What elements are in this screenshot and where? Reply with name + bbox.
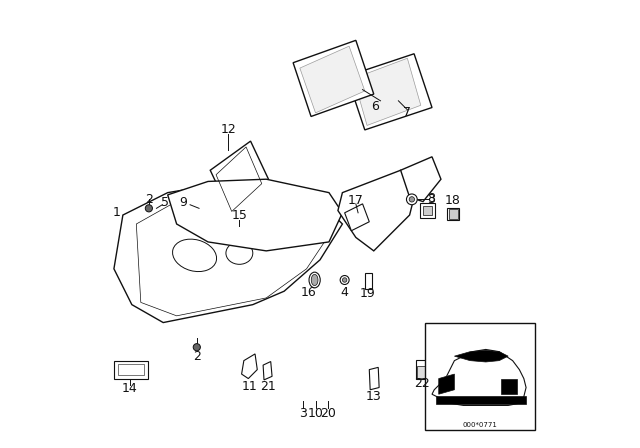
Polygon shape <box>432 349 526 405</box>
Polygon shape <box>114 188 342 323</box>
Polygon shape <box>338 170 419 251</box>
Circle shape <box>342 278 347 282</box>
Polygon shape <box>365 273 371 289</box>
Text: 2: 2 <box>193 349 201 363</box>
Text: 6: 6 <box>371 100 379 113</box>
Polygon shape <box>454 350 508 362</box>
Text: 000*0771: 000*0771 <box>463 422 497 428</box>
FancyBboxPatch shape <box>422 206 433 215</box>
FancyBboxPatch shape <box>420 203 435 218</box>
Polygon shape <box>345 204 369 231</box>
Ellipse shape <box>309 272 320 288</box>
FancyBboxPatch shape <box>447 208 460 220</box>
Bar <box>425 323 535 430</box>
Polygon shape <box>242 354 257 379</box>
Text: 15: 15 <box>232 209 247 223</box>
Polygon shape <box>436 396 526 404</box>
Text: 4: 4 <box>340 285 349 299</box>
Polygon shape <box>168 179 342 251</box>
Polygon shape <box>114 361 148 379</box>
Circle shape <box>145 205 152 212</box>
Circle shape <box>340 276 349 284</box>
Text: 9: 9 <box>179 196 188 209</box>
Text: 10: 10 <box>308 406 323 420</box>
Polygon shape <box>353 58 421 125</box>
Ellipse shape <box>226 242 253 264</box>
Text: 14: 14 <box>122 382 138 396</box>
Polygon shape <box>300 46 365 113</box>
Polygon shape <box>369 367 379 390</box>
Polygon shape <box>293 40 374 116</box>
Text: 7: 7 <box>403 106 412 120</box>
Polygon shape <box>210 141 269 208</box>
Text: 11: 11 <box>241 379 257 393</box>
Text: 19: 19 <box>360 287 376 300</box>
Text: 20: 20 <box>319 406 335 420</box>
Polygon shape <box>401 157 441 202</box>
Polygon shape <box>347 54 432 130</box>
Text: 3: 3 <box>427 193 435 206</box>
Polygon shape <box>502 379 517 394</box>
Circle shape <box>406 194 417 205</box>
Text: 12: 12 <box>220 123 236 137</box>
Text: 5: 5 <box>161 196 170 209</box>
Circle shape <box>193 344 200 351</box>
Ellipse shape <box>173 239 216 271</box>
Ellipse shape <box>311 274 318 286</box>
Text: 22: 22 <box>414 377 430 391</box>
Text: 3: 3 <box>300 406 307 420</box>
Text: 13: 13 <box>366 390 381 403</box>
Text: 8: 8 <box>427 191 435 205</box>
Polygon shape <box>439 374 454 394</box>
Text: 21: 21 <box>260 379 275 393</box>
Text: 1: 1 <box>112 206 120 220</box>
Circle shape <box>409 197 415 202</box>
FancyBboxPatch shape <box>416 360 428 379</box>
FancyBboxPatch shape <box>417 366 427 378</box>
Polygon shape <box>263 362 272 380</box>
Text: 17: 17 <box>348 194 364 207</box>
Text: 16: 16 <box>301 285 317 299</box>
FancyBboxPatch shape <box>449 209 458 219</box>
Text: 2: 2 <box>145 193 153 206</box>
Text: 18: 18 <box>445 194 461 207</box>
